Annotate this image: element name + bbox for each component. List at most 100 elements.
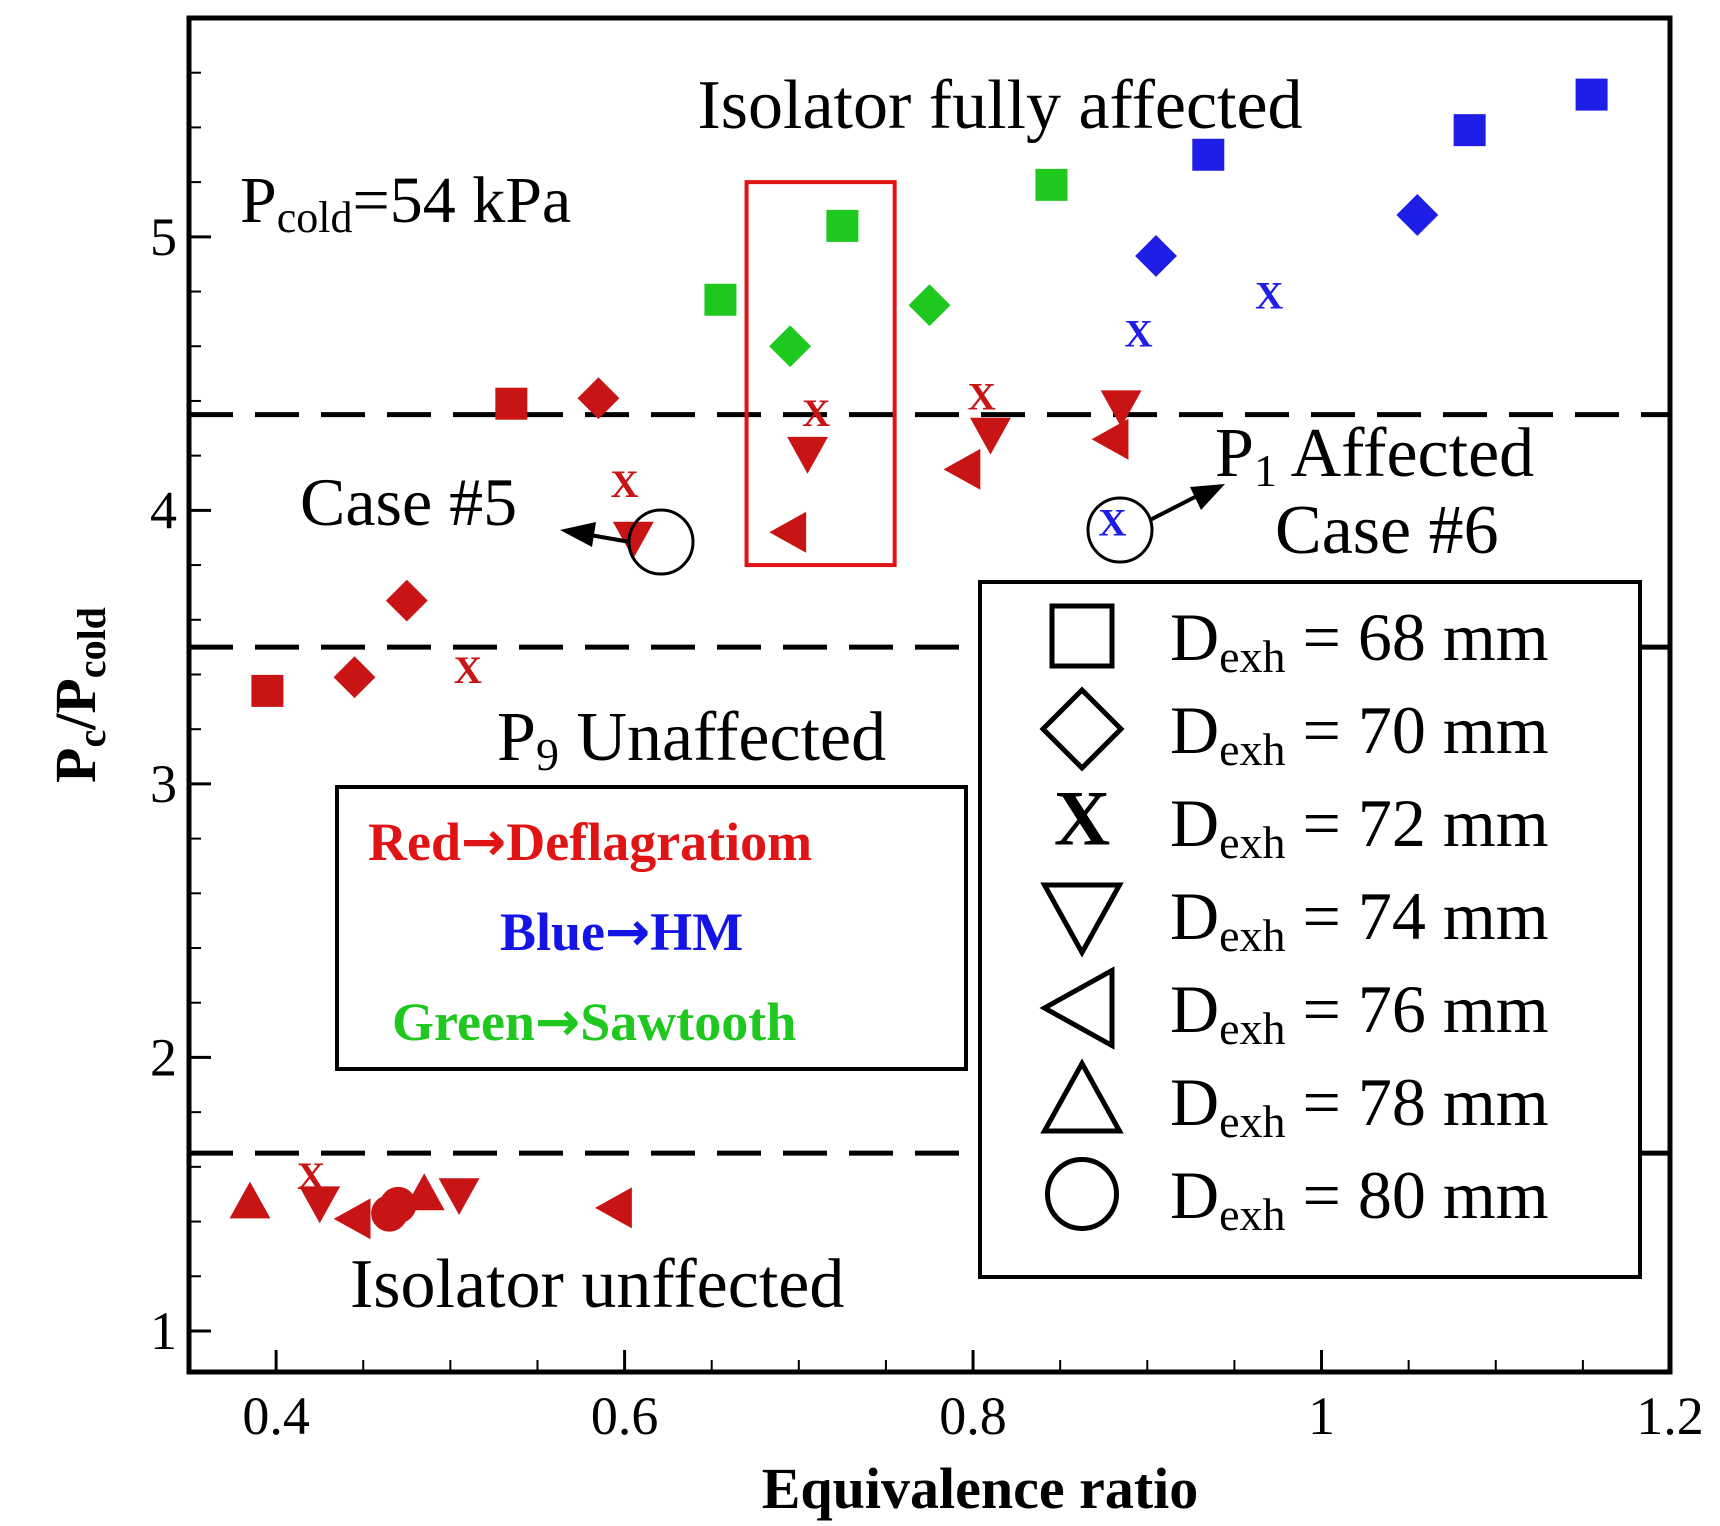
x-axis-label: Equivalence ratio (762, 1456, 1199, 1521)
y-label-sub2: cold (69, 607, 114, 678)
p1-sub: 1 (1254, 445, 1277, 496)
legend-sub: exh (1219, 724, 1285, 775)
case6-arrow (1149, 495, 1196, 522)
legend-marker-triangle-left (1039, 966, 1115, 1050)
data-point-x-2: X (611, 463, 639, 506)
data-point-x-3: X (802, 392, 830, 435)
highlight-box-group (744, 180, 897, 568)
case5-arrow (589, 533, 631, 544)
data-point-diamond-4 (908, 284, 951, 327)
legend-value: = 78 mm (1286, 1064, 1549, 1140)
data-markers: X X X X X X X X (229, 78, 1608, 1240)
pcold-sub: cold (277, 193, 353, 242)
data-point-square-0 (251, 674, 284, 707)
data-point-square-4 (1035, 168, 1068, 201)
x-tick-label-1: 0.6 (591, 1386, 659, 1446)
blue-label: Blue (500, 902, 605, 962)
color-legend-green: Green→Sawtooth (392, 990, 796, 1053)
y-tick-label-0: 1 (150, 1301, 177, 1361)
legend-sub: exh (1219, 817, 1285, 868)
p1-main: P (1215, 415, 1254, 492)
legend-prefix: D (1170, 1064, 1219, 1140)
data-point-x-4: X (968, 375, 996, 418)
legend-sub: exh (1219, 910, 1285, 961)
plot-frame (186, 15, 1673, 1375)
data-point-diamond-5 (1135, 235, 1177, 277)
blue-desc: HM (650, 902, 743, 962)
data-point-diamond-6 (1396, 194, 1439, 236)
data-point-x-1: X (454, 649, 482, 692)
pcold-main: P (240, 164, 277, 237)
case6-circle (1086, 496, 1154, 564)
data-point-circle-1 (379, 1186, 417, 1224)
legend-label-5: Dexh = 78 mm (1170, 1064, 1549, 1147)
y-label-main: P (43, 748, 108, 783)
data-point-diamond-2 (577, 377, 620, 420)
x-tick-label-0: 0.4 (242, 1386, 310, 1446)
legend-prefix: D (1170, 1157, 1219, 1233)
color-legend-box (335, 785, 968, 1071)
pcold-value: =54 kPa (352, 164, 571, 237)
legend-sub: exh (1219, 631, 1285, 682)
data-point-diamond-3 (769, 325, 812, 368)
legend-marker-triangle-down (1040, 882, 1124, 958)
green-arrow: → (535, 990, 580, 1053)
data-point-triangle-left-2 (769, 511, 807, 553)
legend-marker-diamond (1039, 686, 1125, 772)
threshold-lines (189, 412, 1670, 1156)
p9-sub: 9 (536, 729, 559, 780)
legend-marker-x: X (1054, 775, 1110, 862)
color-legend-red: Red→Deflagratiom (368, 810, 812, 873)
data-point-triangle-left-0 (333, 1198, 371, 1240)
data-point-x-5: X (1098, 501, 1126, 544)
green-desc: Sawtooth (580, 992, 796, 1052)
x-tick-label-4: 1.2 (1636, 1386, 1704, 1446)
case5-arrowhead (560, 522, 596, 547)
color-legend-blue: Blue→HM (500, 900, 743, 963)
y-tick-label-4: 5 (150, 207, 177, 267)
axes: 0.4 0.6 0.8 1 1.2 1 2 3 4 5 (150, 71, 1704, 1446)
legend-sub: exh (1219, 1003, 1285, 1054)
red-desc: Deflagratiom (506, 812, 812, 872)
data-point-square-3 (826, 209, 859, 242)
legend-value: = 74 mm (1286, 878, 1549, 954)
y-tick-label-3: 4 (150, 480, 177, 540)
data-point-triangle-left-1 (595, 1187, 632, 1229)
legend-label-1: Dexh = 70 mm (1170, 692, 1549, 775)
y-label-sub1: c (69, 730, 114, 748)
highlight-box (744, 180, 897, 568)
data-point-square-2 (704, 283, 737, 316)
legend-sub: exh (1219, 1096, 1285, 1147)
y-tick-label-1: 2 (150, 1027, 177, 1087)
y-axis-label: Pc/Pcold (43, 607, 114, 783)
y-tick-label-2: 3 (150, 754, 177, 814)
legend-marker-triangle-up (1040, 1058, 1124, 1134)
isolator-unaffected-label: Isolator unffected (350, 1246, 844, 1323)
data-point-diamond-0 (333, 656, 376, 699)
legend-label-4: Dexh = 76 mm (1170, 971, 1549, 1054)
data-point-triangle-up-0 (229, 1181, 271, 1219)
data-point-square-7 (1575, 78, 1608, 111)
legend-sub: exh (1219, 1189, 1285, 1240)
p9-rest: Unaffected (559, 699, 886, 776)
green-label: Green (392, 992, 535, 1052)
p9-unaffected-label: P9 Unaffected (497, 699, 886, 780)
legend-marker-circle (1045, 1157, 1119, 1231)
p1-affected-label: P1 Affected (1215, 415, 1534, 496)
legend-prefix: D (1170, 599, 1219, 675)
blue-arrow: → (605, 900, 650, 963)
x-tick-label-2: 0.8 (939, 1386, 1007, 1446)
case6-arrowhead (1190, 484, 1225, 510)
red-label: Red (368, 812, 461, 872)
pcold-annotation: Pcold=54 kPa (240, 164, 571, 242)
data-point-x-6: X (1124, 313, 1152, 356)
data-point-triangle-down-4 (970, 417, 1011, 455)
p1-rest: Affected (1277, 415, 1534, 492)
legend-value: = 72 mm (1286, 785, 1549, 861)
data-point-triangle-down-1 (438, 1178, 480, 1216)
data-point-triangle-left-3 (943, 448, 981, 490)
x-tick-label-3: 1 (1308, 1386, 1335, 1446)
p9-main: P (497, 699, 536, 776)
